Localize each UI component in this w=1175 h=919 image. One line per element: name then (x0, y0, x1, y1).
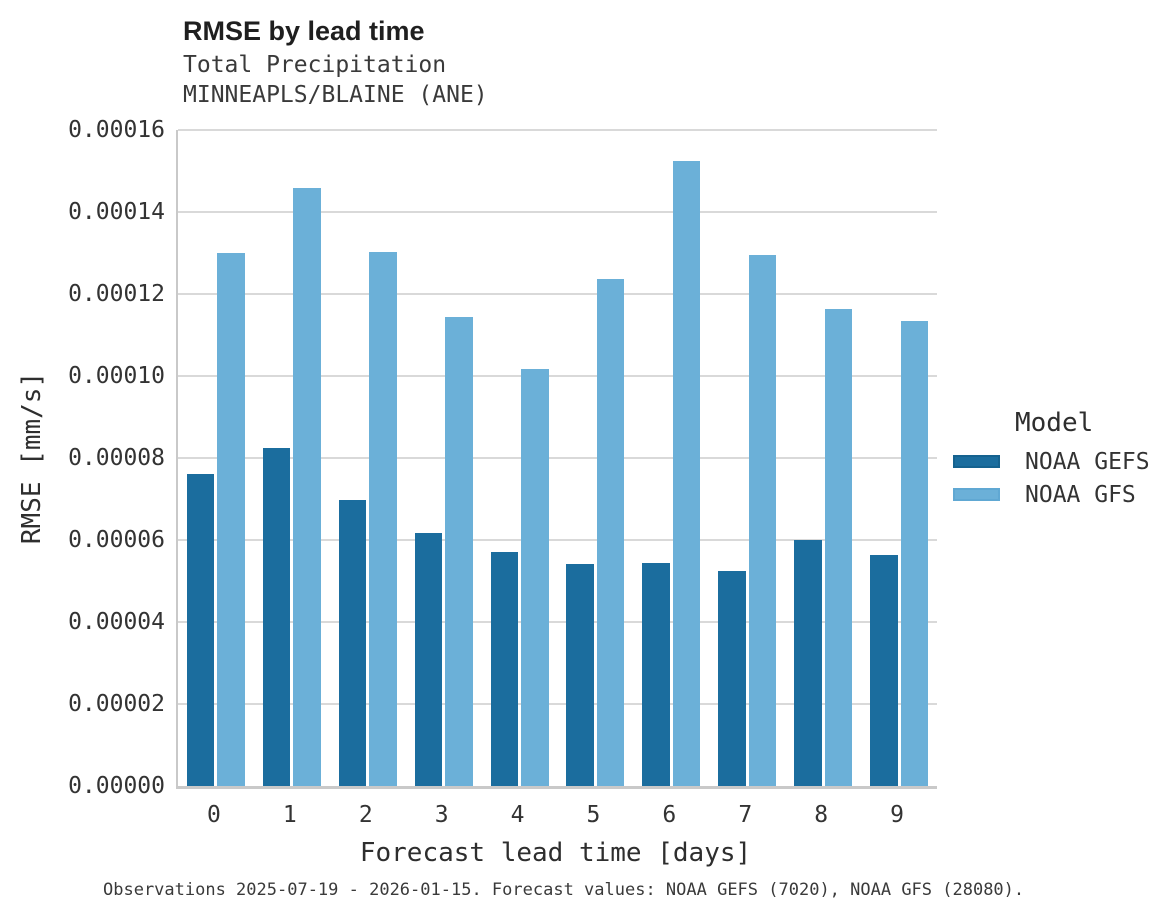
x-tick-label-1: 1 (282, 802, 297, 828)
y-tick-label: 0.00016 (68, 117, 165, 143)
chart-title: RMSE by lead time (183, 16, 425, 46)
bar-noaa-gfs-lead-3 (445, 316, 473, 786)
bar-noaa-gfs-lead-4 (521, 369, 549, 786)
gridline-y-0.00010 (178, 375, 937, 377)
bar-noaa-gefs-lead-7 (718, 570, 746, 786)
bar-noaa-gfs-lead-0 (217, 253, 245, 786)
bar-noaa-gefs-lead-3 (414, 532, 443, 786)
gridline-y-0.00004 (178, 621, 937, 623)
y-axis-title: RMSE [mm/s] (17, 371, 47, 545)
bar-noaa-gefs-lead-0 (186, 473, 215, 786)
y-tick-label: 0.00004 (68, 609, 165, 635)
bar-noaa-gfs-lead-9 (900, 321, 929, 786)
x-tick-label-5: 5 (586, 802, 601, 828)
y-tick-label: 0.00010 (68, 363, 165, 389)
legend-title: Model (1015, 408, 1094, 438)
y-tick-label: 0.00000 (68, 773, 165, 799)
x-tick-label-2: 2 (358, 802, 373, 828)
bar-noaa-gefs-lead-9 (870, 554, 898, 786)
legend-item-noaa-gefs: NOAA GEFS (953, 448, 1173, 475)
chart-subtitle-station: MINNEAPLS/BLAINE (ANE) (183, 82, 488, 108)
x-tick-label-0: 0 (207, 802, 221, 828)
x-tick-label-6: 6 (662, 802, 677, 828)
bar-noaa-gefs-lead-4 (490, 551, 519, 786)
bar-noaa-gfs-lead-7 (748, 254, 777, 786)
y-tick-label: 0.00006 (68, 527, 165, 553)
chart-subtitle-variable: Total Precipitation (183, 52, 447, 78)
x-tick-label-4: 4 (510, 802, 525, 828)
gridline-y-0.00012 (178, 293, 937, 295)
bar-noaa-gefs-lead-6 (642, 562, 670, 786)
gridline-y-0.00008 (178, 457, 937, 459)
y-tick-label: 0.00002 (68, 691, 165, 717)
legend-label-noaa-gefs: NOAA GEFS (1025, 448, 1150, 475)
bar-noaa-gfs-lead-2 (369, 251, 397, 786)
x-tick-label-9: 9 (890, 802, 904, 828)
legend-item-noaa-gfs: NOAA GFS (953, 481, 1173, 508)
gridline-y-0.00014 (178, 211, 937, 213)
bar-noaa-gfs-lead-1 (293, 187, 321, 786)
y-tick-label: 0.00012 (68, 281, 165, 307)
bar-noaa-gfs-lead-8 (824, 308, 853, 786)
bar-noaa-gefs-lead-5 (566, 563, 594, 786)
gridline-y-0.00006 (178, 539, 937, 541)
legend: Model NOAA GEFS NOAA GFS (953, 408, 1173, 516)
plot-area (176, 129, 937, 789)
legend-swatch-noaa-gefs (953, 455, 1000, 468)
bar-noaa-gefs-lead-2 (338, 499, 367, 786)
bar-noaa-gfs-lead-6 (672, 161, 701, 786)
bar-noaa-gefs-lead-1 (262, 447, 291, 786)
x-tick-label-7: 7 (738, 802, 753, 828)
legend-swatch-noaa-gfs (953, 488, 1000, 501)
footer-note: Observations 2025-07-19 - 2026-01-15. Fo… (103, 880, 1025, 900)
legend-label-noaa-gfs: NOAA GFS (1025, 481, 1136, 508)
x-tick-label-8: 8 (814, 802, 829, 828)
y-tick-label: 0.00008 (68, 445, 165, 471)
gridline-y-0.00002 (178, 703, 937, 705)
x-tick-label-3: 3 (434, 802, 449, 828)
x-axis-title: Forecast lead time [days] (359, 838, 752, 868)
bar-noaa-gefs-lead-8 (794, 540, 822, 786)
bar-noaa-gfs-lead-5 (596, 278, 625, 786)
gridline-y-0.00016 (178, 129, 937, 131)
y-tick-label: 0.00014 (68, 199, 165, 225)
